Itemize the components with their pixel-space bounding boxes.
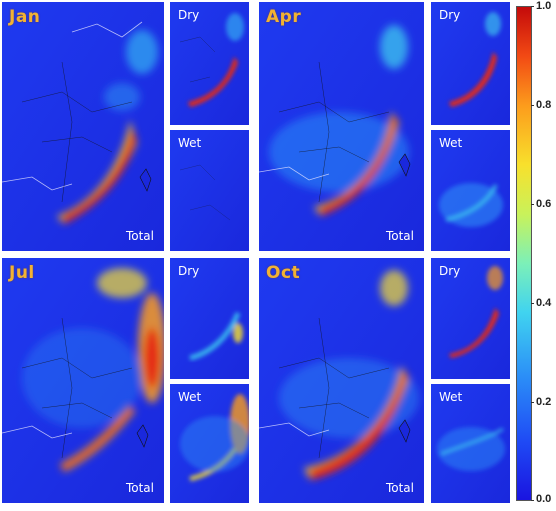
jul-month-label: Jul xyxy=(9,263,35,283)
colorbar xyxy=(516,6,532,501)
jan-total-map: Jan Total xyxy=(2,2,164,251)
colorbar-tick-label: 0.8 xyxy=(536,99,552,111)
colorbar-tick-mark xyxy=(531,402,534,403)
colorbar-tick-mark xyxy=(531,105,534,106)
jul-wet-label: Wet xyxy=(178,390,202,404)
jul-total-map: Jul Total xyxy=(2,258,164,503)
oct-wet-map-graphic xyxy=(431,384,510,503)
jul-total-map-graphic xyxy=(2,258,164,503)
jul-wet-map-graphic xyxy=(170,384,249,503)
jan-wet-label: Wet xyxy=(178,136,202,150)
apr-wet-label: Wet xyxy=(439,136,463,150)
oct-total-map: Oct Total xyxy=(259,258,424,503)
colorbar-tick-label: 0.0 xyxy=(536,493,552,505)
jul-dry-map-graphic xyxy=(170,258,249,379)
colorbar-tick-label: 0.6 xyxy=(536,198,552,210)
jul-dry-map: Dry xyxy=(170,258,249,379)
apr-dry-label: Dry xyxy=(439,8,461,22)
oct-total-map-graphic xyxy=(259,258,424,503)
oct-dry-label: Dry xyxy=(439,264,461,278)
colorbar-tick-mark xyxy=(531,303,534,304)
oct-wet-label: Wet xyxy=(439,390,463,404)
jul-dry-label: Dry xyxy=(178,264,200,278)
apr-wet-map-graphic xyxy=(431,130,510,251)
colorbar-tick-label: 0.4 xyxy=(536,297,552,309)
apr-total-map-graphic xyxy=(259,2,424,251)
oct-dry-map-graphic xyxy=(431,258,510,379)
jul-wet-map: Wet xyxy=(170,384,249,503)
colorbar-tick-label: 1.0 xyxy=(536,0,552,12)
jan-wet-map-graphic xyxy=(170,130,249,251)
jan-dry-map: Dry xyxy=(170,2,249,125)
colorbar-tick-label: 0.2 xyxy=(536,396,552,408)
oct-month-label: Oct xyxy=(266,263,301,283)
colorbar-tick-mark xyxy=(531,6,534,7)
jan-total-map-graphic xyxy=(2,2,164,251)
oct-wet-map: Wet xyxy=(431,384,510,503)
apr-month-label: Apr xyxy=(266,7,302,27)
jan-month-label: Jan xyxy=(9,7,41,27)
jan-dry-label: Dry xyxy=(178,8,200,22)
apr-dry-map: Dry xyxy=(431,2,510,125)
apr-dry-map-graphic xyxy=(431,2,510,125)
apr-wet-map: Wet xyxy=(431,130,510,251)
apr-total-label: Total xyxy=(385,229,414,243)
apr-total-map: Apr Total xyxy=(259,2,424,251)
jan-wet-map: Wet xyxy=(170,130,249,251)
jul-total-label: Total xyxy=(125,481,154,495)
oct-dry-map: Dry xyxy=(431,258,510,379)
jan-dry-map-graphic xyxy=(170,2,249,125)
jan-total-label: Total xyxy=(125,229,154,243)
colorbar-tick-mark xyxy=(531,204,534,205)
colorbar-tick-mark xyxy=(531,500,534,501)
oct-total-label: Total xyxy=(385,481,414,495)
